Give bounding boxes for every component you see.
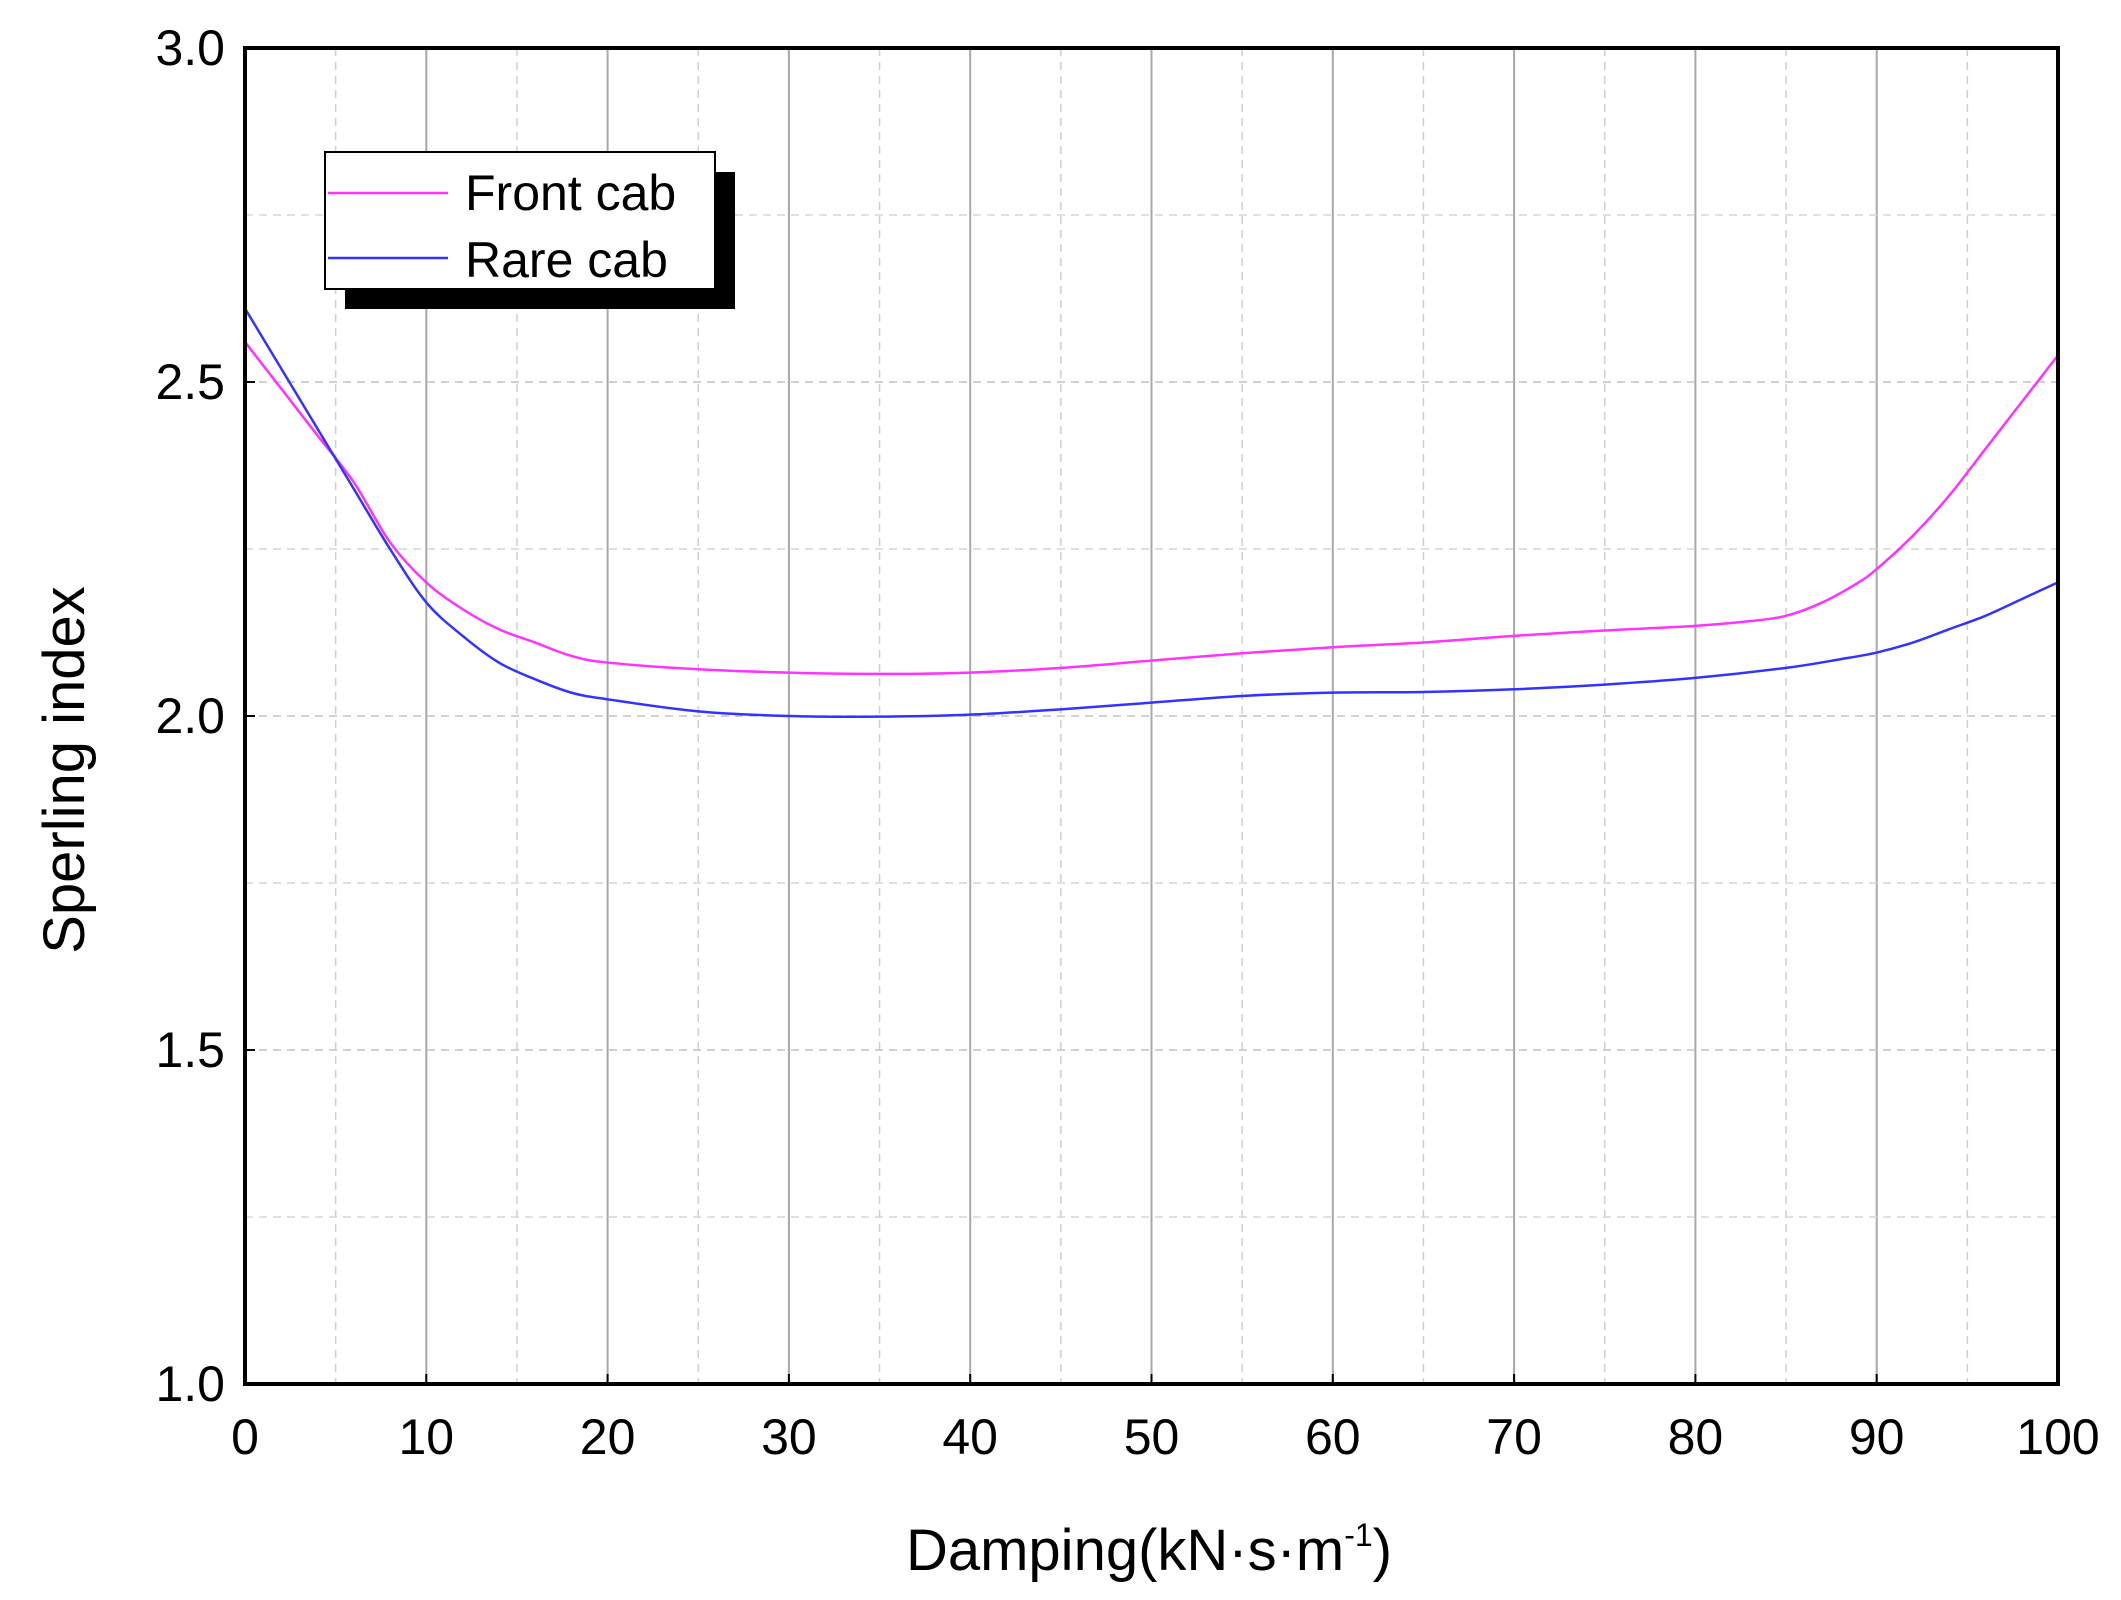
x-tick-label: 40 — [942, 1409, 998, 1465]
y-tick-label: 1.0 — [155, 1356, 225, 1412]
legend-label-front-cab: Front cab — [465, 165, 676, 221]
series-line-rare-cab — [243, 307, 2059, 719]
x-tick-label: 80 — [1668, 1409, 1724, 1465]
grid-layer — [245, 48, 2058, 1384]
x-tick-label: 20 — [580, 1409, 636, 1465]
x-tick-label: 70 — [1486, 1409, 1542, 1465]
x-axis-title-main: Damping(kN·s·m — [906, 1518, 1344, 1583]
x-tick-label: 30 — [761, 1409, 817, 1465]
series-layer — [243, 307, 2059, 719]
y-axis-title: Sperling index — [32, 586, 97, 954]
series-line-front-cab — [244, 341, 2059, 676]
tick-layer: 0 10 20 30 40 50 60 70 80 90 100 1.0 1.5 2.0 2.5 3.0 — [155, 20, 2099, 1465]
x-axis-title-superscript: -1 — [1344, 1517, 1372, 1553]
y-tick-label: 2.5 — [155, 354, 225, 410]
x-tick-label: 0 — [231, 1409, 259, 1465]
x-tick-label: 10 — [398, 1409, 454, 1465]
x-tick-label: 100 — [2016, 1409, 2099, 1465]
legend: Front cab Rare cab — [324, 151, 735, 309]
y-tick-label: 2.0 — [155, 688, 225, 744]
y-tick-label: 3.0 — [155, 20, 225, 76]
y-tick-label: 1.5 — [155, 1022, 225, 1078]
legend-box — [324, 151, 716, 290]
legend-label-rare-cab: Rare cab — [465, 232, 668, 288]
x-tick-label: 90 — [1849, 1409, 1905, 1465]
x-tick-label: 60 — [1305, 1409, 1361, 1465]
x-axis-title: Damping(kN·s·m-1) — [906, 1517, 1392, 1583]
x-tick-label: 50 — [1124, 1409, 1180, 1465]
x-axis-title-close: ) — [1373, 1518, 1392, 1583]
